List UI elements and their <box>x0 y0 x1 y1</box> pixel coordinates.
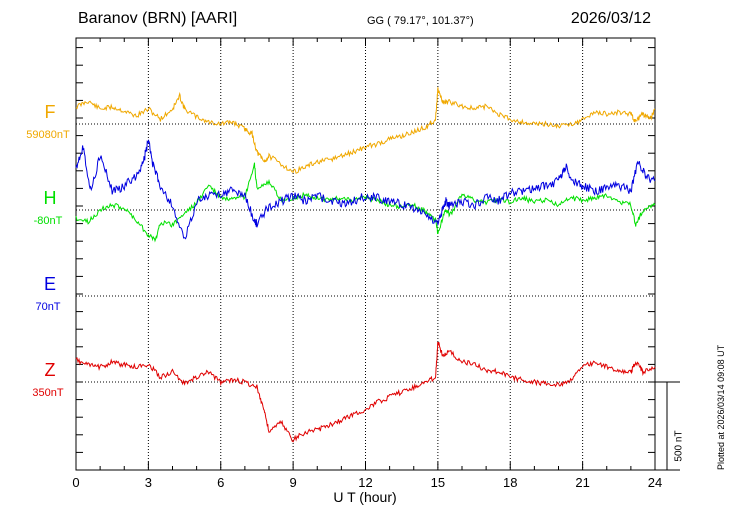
x-tick-label: 9 <box>290 475 297 490</box>
x-tick-labels: 0 3 6 9 12 15 18 21 24 <box>72 475 662 490</box>
series-e-line <box>75 139 656 240</box>
component-z-baseline: 350nT <box>32 387 64 399</box>
component-z-label: Z <box>44 360 56 380</box>
x-axis-label: U T (hour) <box>333 489 396 505</box>
component-h-label: H <box>43 188 57 208</box>
y-tick-marks <box>75 38 656 471</box>
x-tick-label: 3 <box>145 475 152 490</box>
scale-bar <box>655 381 680 471</box>
x-tick-label: 15 <box>431 475 445 490</box>
component-f-label: F <box>44 102 56 122</box>
scale-bar-label: 500 nT <box>673 430 685 462</box>
plot-date: 2026/03/12 <box>570 10 651 27</box>
x-tick-label: 18 <box>503 475 517 490</box>
x-tick-label: 24 <box>648 475 662 490</box>
series-h-line <box>75 162 656 243</box>
series-z-line <box>75 341 656 443</box>
component-e-baseline: 70nT <box>35 301 61 313</box>
series-f-line <box>75 87 656 174</box>
traces <box>75 87 656 443</box>
plotted-timestamp: Plotted at 2026/03/14 09:08 UT <box>716 344 726 470</box>
component-e-label: E <box>43 274 56 294</box>
x-tick-label: 6 <box>217 475 224 490</box>
x-tick-label: 21 <box>575 475 589 490</box>
coordinates: GG ( 79.17°, 101.37°) <box>367 15 474 27</box>
station-name: Baranov (BRN) [AARI] <box>78 10 238 27</box>
component-h-baseline: -80nT <box>33 215 63 227</box>
x-tick-label: 0 <box>72 475 79 490</box>
component-f-baseline: 59080nT <box>26 129 70 141</box>
x-tick-label: 12 <box>358 475 372 490</box>
